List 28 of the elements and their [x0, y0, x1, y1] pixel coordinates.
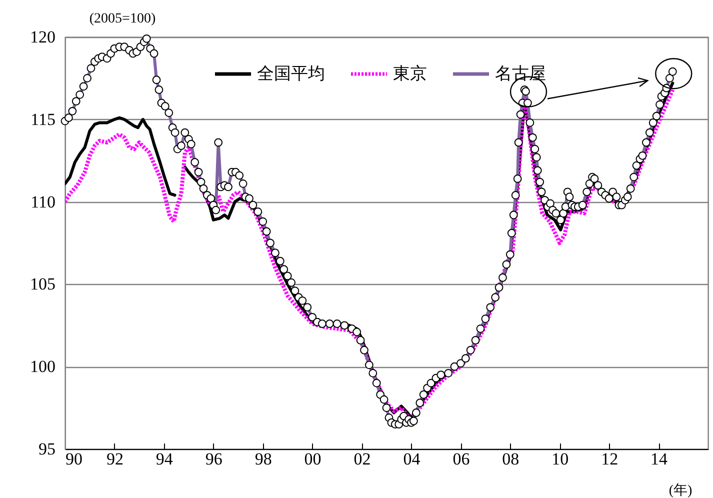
y-tick-label: 120	[30, 28, 56, 46]
x-tick-label: 14	[650, 450, 668, 468]
legend-label: 全国平均	[257, 64, 325, 83]
x-tick-label: 92	[106, 450, 124, 468]
x-tick-label: 08	[502, 450, 520, 468]
x-tick-label: 96	[205, 450, 222, 468]
point	[254, 207, 262, 216]
y-tick-label: 100	[30, 357, 56, 376]
x-tick-label: 94	[156, 450, 174, 468]
x-tick-label: 06	[452, 450, 470, 468]
x-tick-label: 98	[254, 450, 272, 468]
point	[262, 227, 271, 236]
x-tick-label: 90	[66, 450, 82, 468]
x-tick-label: 04	[403, 450, 421, 468]
y-tick-label: 110	[30, 192, 56, 212]
y-tick-label: 95	[38, 440, 56, 458]
y-axis-title: (2005=100)	[89, 12, 156, 26]
point	[444, 368, 453, 378]
x-tick-label: 02	[354, 450, 371, 468]
y-tick-label: 115	[30, 110, 56, 129]
point	[604, 194, 614, 203]
y-tick-label: 105	[30, 274, 56, 294]
x-axis-title: (年)	[668, 482, 692, 498]
legend-label: 東京	[393, 64, 427, 83]
x-tick-label: 10	[552, 450, 569, 468]
x-tick-label: 12	[601, 450, 618, 468]
point	[332, 320, 342, 328]
x-tick-label: 00	[304, 450, 322, 468]
